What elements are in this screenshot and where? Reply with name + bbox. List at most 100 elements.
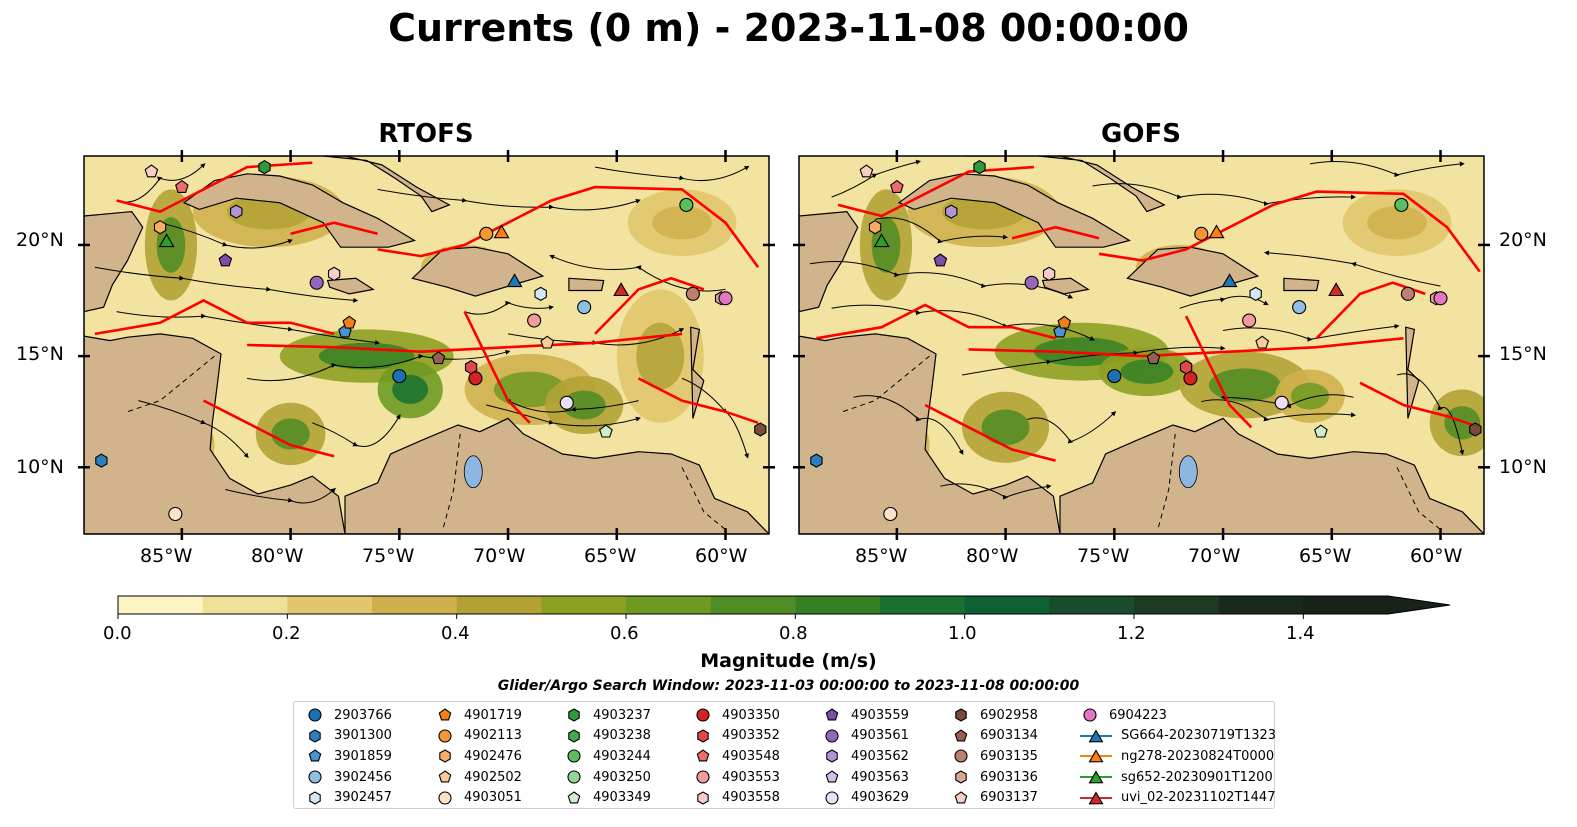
colorbar-segment <box>626 596 712 614</box>
lat-label-10n-right: 10°N <box>1499 456 1547 478</box>
legend-marker <box>825 770 839 783</box>
legend-entry: 3902456 <box>304 767 392 787</box>
land-bahamas <box>1038 156 1166 213</box>
float-marker-4901719 <box>1057 315 1072 329</box>
legend-entry: sg652-20230901T1200 <box>1079 767 1273 787</box>
legend-entry: 4903562 <box>821 746 909 766</box>
legend-entry: 4903237 <box>563 705 651 725</box>
legend-entry: 4902502 <box>434 767 522 787</box>
lon-label-60w-left: 60°W <box>695 545 748 567</box>
legend-symbol <box>954 791 968 804</box>
legend-symbol <box>825 791 839 805</box>
streamline <box>116 163 206 203</box>
legend-label: 4902502 <box>464 769 522 785</box>
colorbar-tick-0: 0.0 <box>103 623 132 644</box>
legend-label: 4901719 <box>464 707 522 723</box>
legend-symbol <box>825 729 839 743</box>
float-marker-SG664-20230719T1323 <box>1221 273 1238 288</box>
streamline <box>247 349 511 382</box>
streamline <box>486 404 641 427</box>
colorbar-tick-1: 0.2 <box>272 623 301 644</box>
float-marker-6902958 <box>1469 422 1482 437</box>
streamline <box>1264 250 1441 287</box>
streamline <box>853 395 964 456</box>
legend-marker <box>439 749 451 764</box>
current-magnitude-core <box>981 409 1030 446</box>
streamline <box>1092 183 1356 207</box>
land-florida <box>249 156 288 157</box>
float-marker-3902457 <box>1249 286 1262 302</box>
legend-symbol <box>438 729 452 743</box>
float-marker-6903135 <box>1400 286 1415 301</box>
legend: 2903766 3901300 3901859 3902456 3902457 49017… <box>293 701 1277 809</box>
current-magnitude-core <box>636 322 685 390</box>
streamline <box>1201 399 1356 422</box>
float-marker-6903137 <box>859 164 874 178</box>
legend-entry: 4903559 <box>821 705 909 725</box>
panel-title-rtofs: RTOFS <box>378 119 474 149</box>
legend-label: 3901859 <box>334 748 392 764</box>
transect-line <box>290 221 378 236</box>
panel-title-gofs: GOFS <box>1101 119 1181 149</box>
float-marker-4903558 <box>327 266 341 281</box>
legend-marker <box>308 770 322 784</box>
legend-symbol <box>439 749 451 764</box>
float-marker-4903561 <box>1024 275 1039 290</box>
colorbar-tick-6: 1.2 <box>1117 623 1146 644</box>
current-magnitude-core <box>1367 206 1427 240</box>
colorbar-segment <box>456 596 542 614</box>
float-marker-4902502 <box>1255 335 1270 349</box>
legend-marker <box>567 749 581 763</box>
legend-symbol <box>309 791 321 805</box>
legend-label: 4903553 <box>722 769 780 785</box>
legend-entry: 6903137 <box>950 788 1038 808</box>
legend-label: 4903563 <box>851 769 909 785</box>
map-panel-gofs <box>799 156 1484 534</box>
transect-line <box>816 303 1056 340</box>
colorbar-segment <box>880 596 966 614</box>
legend-symbol <box>438 791 452 805</box>
colorbar-tick-5: 1.0 <box>948 623 977 644</box>
colorbar-tick-3: 0.6 <box>610 623 639 644</box>
colorbar-segment <box>1303 596 1389 614</box>
lake-maracaibo <box>1178 455 1198 489</box>
colorbar-segment <box>1218 596 1304 614</box>
legend-entry: 4902113 <box>434 726 522 746</box>
colorbar-segment <box>964 596 1050 614</box>
legend-label: SG664-20230719T1323 <box>1121 728 1277 744</box>
legend-label: 4902476 <box>464 748 522 764</box>
float-marker-6904223 <box>718 291 733 306</box>
float-marker-4903349 <box>599 424 613 438</box>
main-title: Currents (0 m) - 2023-11-08 00:00:00 <box>388 6 1189 50</box>
transect-line <box>1098 190 1481 273</box>
lon-label-85w-right: 85°W <box>855 545 908 567</box>
legend-symbol <box>308 749 322 762</box>
streamline <box>549 254 726 292</box>
colorbar-outline <box>117 595 1451 615</box>
land-florida <box>964 156 1003 157</box>
colorbar-segment <box>795 596 881 614</box>
legend-symbol <box>438 770 452 783</box>
float-marker-6902958 <box>754 422 767 437</box>
float-marker-ng278-20230824T0000 <box>493 224 510 239</box>
legend-symbol <box>954 749 968 763</box>
legend-marker <box>1088 729 1104 743</box>
legend-marker <box>567 770 581 784</box>
country-border <box>681 467 726 530</box>
legend-symbol <box>954 729 968 742</box>
float-marker-4903349 <box>1314 424 1328 438</box>
legend-marker <box>954 791 968 804</box>
legend-entry: 4903561 <box>821 726 909 746</box>
legend-marker <box>697 791 709 805</box>
search-window-text: Glider/Argo Search Window: 2023-11-03 00… <box>497 678 1080 694</box>
transect-line <box>1315 281 1426 340</box>
float-marker-4903562 <box>230 204 243 219</box>
legend-symbol <box>955 770 967 784</box>
transect-line <box>924 403 1056 462</box>
float-marker-4903562 <box>945 204 958 219</box>
float-marker-4903352 <box>1179 360 1193 375</box>
legend-symbol <box>955 708 967 722</box>
legend-symbol <box>696 749 710 762</box>
legend-marker <box>955 708 967 722</box>
legend-entry: 4901719 <box>434 705 522 725</box>
